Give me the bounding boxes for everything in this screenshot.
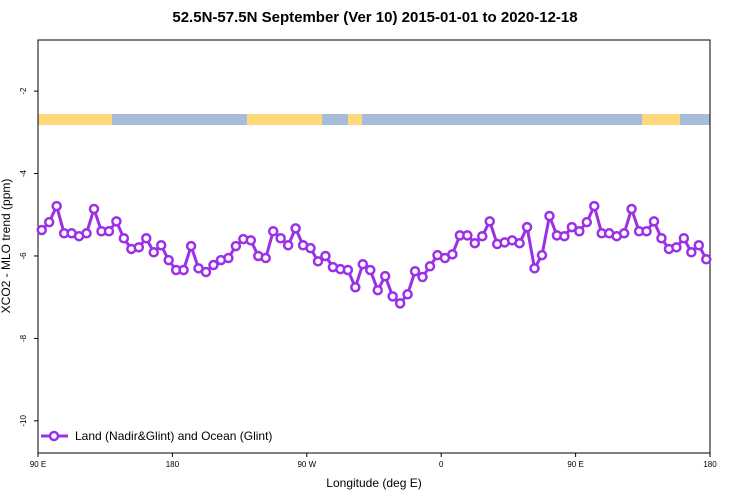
- data-point: [656, 233, 667, 244]
- data-point: [402, 289, 413, 300]
- data-point: [148, 247, 159, 258]
- x-tick-label: 180: [166, 460, 180, 469]
- data-point: [103, 225, 115, 237]
- y-tick-label: -8: [19, 334, 28, 342]
- data-point: [536, 249, 548, 261]
- x-tick-label: 90 E: [567, 460, 583, 469]
- data-point: [387, 291, 398, 302]
- data-point: [185, 240, 197, 252]
- data-point: [357, 258, 369, 270]
- data-point: [514, 237, 525, 249]
- y-axis-label: XCO2 - MLO trend (ppm): [0, 179, 13, 314]
- x-tick-label: 90 W: [297, 460, 316, 469]
- data-point: [36, 224, 47, 236]
- data-point: [208, 259, 219, 271]
- legend: Land (Nadir&Glint) and Ocean (Glint): [41, 429, 272, 443]
- data-point: [275, 233, 286, 244]
- y-tick-label: -6: [19, 252, 28, 260]
- data-point: [111, 216, 122, 227]
- data-point: [163, 254, 174, 266]
- y-tick-label: -4: [19, 169, 28, 177]
- data-point: [686, 247, 697, 258]
- land-ocean-strip: [38, 114, 710, 125]
- plot-frame: [37, 39, 711, 454]
- data-point: [155, 240, 167, 251]
- data-point: [350, 282, 361, 293]
- y-tick-label: -10: [19, 415, 28, 427]
- data-point: [342, 264, 354, 276]
- data-point: [693, 240, 705, 251]
- x-tick-label: 180: [703, 460, 717, 469]
- data-point: [267, 225, 279, 237]
- data-point: [648, 216, 660, 227]
- legend-label: Land (Nadir&Glint) and Ocean (Glint): [75, 429, 272, 443]
- data-point: [589, 200, 600, 212]
- data-point: [566, 221, 578, 233]
- x-tick-label: 90 E: [30, 460, 46, 469]
- data-point: [618, 228, 630, 239]
- data-point: [529, 263, 540, 274]
- data-point: [260, 252, 271, 264]
- data-point: [379, 270, 391, 282]
- data-point: [484, 216, 495, 227]
- data-point: [305, 242, 316, 254]
- data-point: [133, 242, 145, 253]
- data-point: [88, 203, 100, 215]
- data-point: [462, 230, 473, 241]
- data-point: [51, 200, 62, 212]
- data-point: [365, 264, 376, 276]
- legend-marker: [48, 430, 60, 442]
- data-point: [544, 210, 555, 222]
- data-point: [417, 271, 428, 283]
- data-point: [178, 264, 189, 276]
- data-point: [447, 249, 458, 260]
- data-point: [372, 284, 383, 296]
- data-point: [409, 265, 421, 277]
- data-point: [469, 237, 481, 249]
- data-point: [678, 233, 690, 244]
- data-point: [641, 225, 652, 237]
- data-point: [320, 250, 331, 262]
- data-point: [282, 240, 294, 251]
- data-point: [559, 230, 570, 242]
- data-point: [626, 203, 637, 215]
- data-point: [477, 230, 488, 242]
- x-axis-label: Longitude (deg E): [326, 476, 421, 490]
- data-point: [521, 221, 533, 233]
- data-point: [394, 298, 406, 309]
- x-tick-label: 0: [439, 460, 444, 469]
- data-point: [245, 235, 257, 246]
- data-point: [424, 261, 436, 272]
- data-point: [141, 233, 152, 244]
- data-point: [290, 223, 301, 234]
- data-point: [223, 252, 234, 264]
- data-point: [43, 216, 55, 228]
- data-point: [581, 216, 593, 228]
- data-point: [574, 225, 585, 237]
- y-tick-label: -2: [19, 87, 28, 95]
- data-point: [671, 242, 682, 253]
- data-point: [701, 254, 712, 265]
- data-point: [81, 228, 92, 239]
- data-point: [312, 256, 324, 267]
- data-point: [118, 233, 130, 244]
- data-point: [230, 240, 242, 252]
- chart-title: 52.5N-57.5N September (Ver 10) 2015-01-0…: [172, 9, 577, 26]
- data-point: [200, 266, 212, 278]
